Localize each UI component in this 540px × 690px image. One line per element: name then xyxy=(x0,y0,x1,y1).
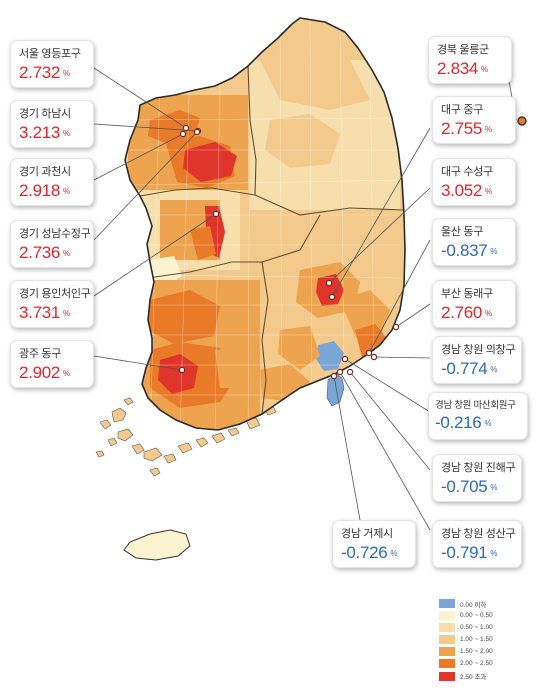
legend-item: 2.00 ~ 2.50 xyxy=(439,658,529,669)
callout-name: 대구 수성구 xyxy=(441,166,493,178)
callout-name: 경북 울릉군 xyxy=(437,44,489,56)
callout-name: 경기 용인처인구 xyxy=(19,288,91,300)
callout-seoul-yeongdeungpo: 서울 영등포구 2.732% xyxy=(10,40,94,88)
callout-name: 경남 창원 진해구 xyxy=(441,462,516,474)
callout-changwon-seongsan: 경남 창원 성산구 -0.791% xyxy=(432,520,522,568)
legend-item: 2.50 초과 xyxy=(439,671,529,682)
callout-busan-dongnae: 부산 동래구 2.760% xyxy=(432,280,516,328)
ulleung-island xyxy=(517,116,527,126)
callout-value: -0.837% xyxy=(441,241,498,260)
legend-swatch xyxy=(439,611,455,621)
callout-name: 대구 중구 xyxy=(441,104,484,116)
callout-name: 서울 영등포구 xyxy=(19,48,81,60)
callout-daegu-suseong: 대구 수성구 3.052% xyxy=(432,158,516,206)
callout-gyeonggi-hanam: 경기 하남시 3.213% xyxy=(10,100,94,148)
callout-name: 부산 동래구 xyxy=(441,288,493,300)
callout-value: 2.760% xyxy=(441,303,492,322)
callout-value: 3.731% xyxy=(19,303,70,322)
callout-daegu-jung: 대구 중구 2.755% xyxy=(432,96,516,144)
callout-name: 경기 과천시 xyxy=(19,166,71,178)
callout-changwon-jinhae: 경남 창원 진해구 -0.705% xyxy=(432,454,522,502)
leader-lines xyxy=(93,67,517,531)
callout-changwon-masanhoewon: 경남 창원 마산회원구 -0.216% xyxy=(428,392,528,440)
legend-swatch xyxy=(439,623,455,633)
geoje-island xyxy=(326,373,345,407)
callout-value: 3.052% xyxy=(441,181,492,200)
callout-value: 2.902% xyxy=(19,363,70,382)
coastline xyxy=(124,17,406,431)
callout-value: -0.726% xyxy=(341,543,398,562)
callout-gyeongbuk-ulleung: 경북 울릉군 2.834% xyxy=(428,36,512,84)
callout-value: 2.755% xyxy=(441,119,492,138)
callout-value: 2.834% xyxy=(437,59,488,78)
callout-name: 경남 창원 마산회원구 xyxy=(435,400,516,411)
jeju-island xyxy=(123,529,191,561)
callout-name: 경남 거제시 xyxy=(341,528,393,540)
map-legend: 0.00 이하 0.00 ~ 0.50 0.50 ~ 1.00 1.00 ~ 1… xyxy=(439,598,529,683)
callout-gyeonggi-seongnam-sujeong: 경기 성남수정구 2.736% xyxy=(10,220,94,268)
callout-value: 2.918% xyxy=(19,181,70,200)
callout-value: -0.216% xyxy=(435,413,492,432)
legend-swatch xyxy=(439,659,455,669)
callout-gwangju-dong: 광주 동구 2.902% xyxy=(10,340,94,388)
legend-item: 1.50 ~ 2.00 xyxy=(439,646,529,657)
legend-swatch xyxy=(439,635,455,645)
legend-swatch xyxy=(439,671,455,681)
callout-changwon-uichang: 경남 창원 의창구 -0.774% xyxy=(432,336,522,384)
legend-item: 0.00 이하 xyxy=(439,598,529,609)
callout-name: 울산 동구 xyxy=(441,226,484,238)
callout-value: -0.705% xyxy=(441,477,498,496)
callout-name: 경기 성남수정구 xyxy=(19,228,91,240)
legend-item: 0.50 ~ 1.00 xyxy=(439,622,529,633)
callout-gyeonggi-gwacheon: 경기 과천시 2.918% xyxy=(10,158,94,206)
legend-item: 0.00 ~ 0.50 xyxy=(439,610,529,621)
south-islands xyxy=(95,393,286,477)
callout-gyeonggi-yongin-cheoin: 경기 용인처인구 3.731% xyxy=(10,280,94,328)
callout-value: -0.774% xyxy=(441,359,498,378)
legend-item: 1.00 ~ 1.50 xyxy=(439,634,529,645)
map-markers xyxy=(178,124,400,380)
callout-name: 경기 하남시 xyxy=(19,108,71,120)
legend-swatch xyxy=(439,647,455,657)
callout-value: 2.732% xyxy=(19,63,70,82)
legend-swatch xyxy=(439,599,455,608)
callout-value: 2.736% xyxy=(19,243,70,262)
callout-name: 경남 창원 의창구 xyxy=(441,344,516,356)
callout-geoje: 경남 거제시 -0.726% xyxy=(332,520,416,568)
callout-name: 경남 창원 성산구 xyxy=(441,528,516,540)
callout-value: -0.791% xyxy=(441,543,498,562)
callout-ulsan-dong: 울산 동구 -0.837% xyxy=(432,218,516,266)
callout-name: 광주 동구 xyxy=(19,348,62,360)
callout-value: 3.213% xyxy=(19,123,70,142)
